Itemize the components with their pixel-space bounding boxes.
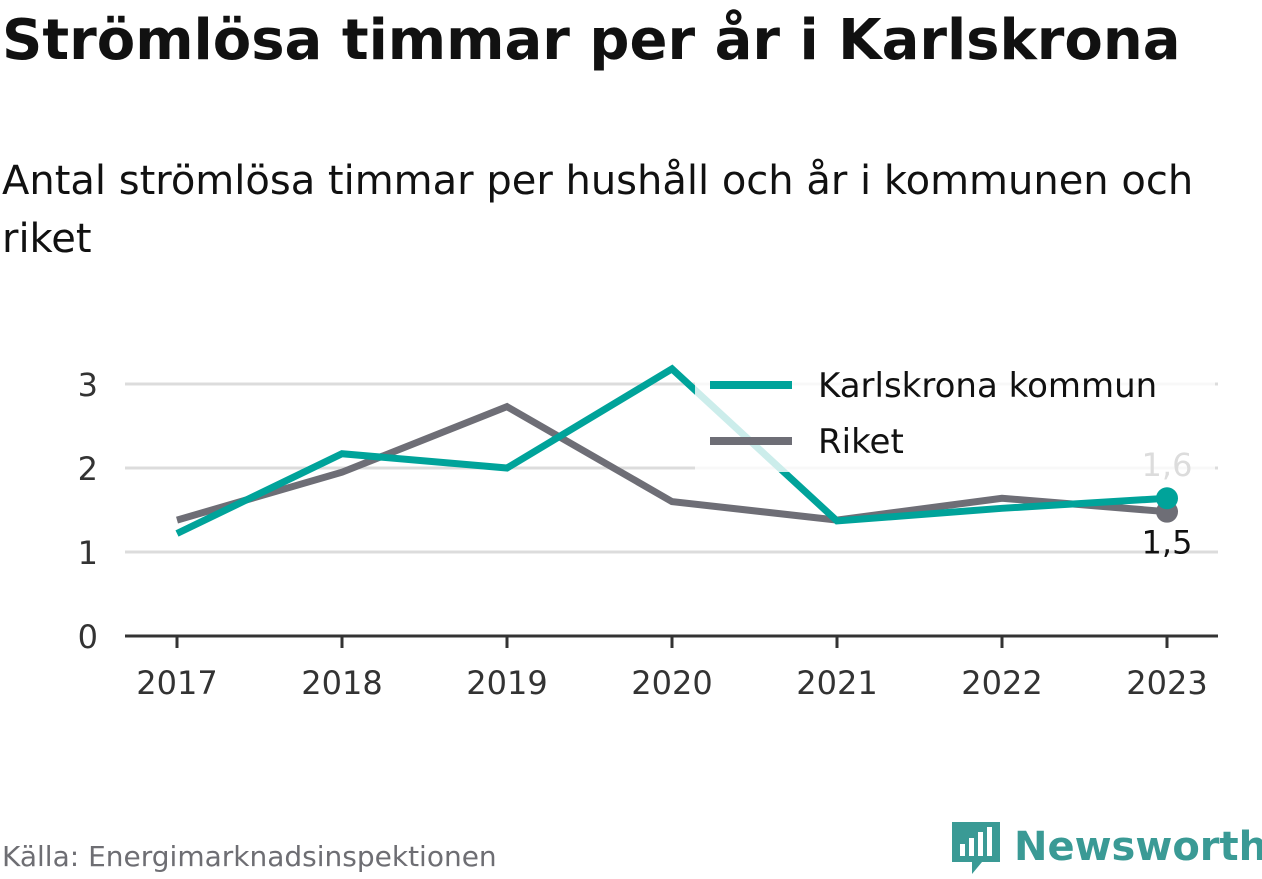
x-tick-label: 2023 bbox=[1126, 664, 1207, 702]
brand-name: Newsworthy bbox=[1014, 824, 1262, 870]
x-tick-label: 2017 bbox=[136, 664, 217, 702]
newsworthy-logo-icon bbox=[952, 822, 1000, 874]
y-tick-label: 2 bbox=[78, 450, 98, 488]
source-note: Källa: Energimarknadsinspektionen bbox=[2, 840, 497, 873]
legend-label: Karlskrona kommun bbox=[818, 366, 1157, 406]
legend-background bbox=[695, 360, 1215, 472]
end-point-karlskrona bbox=[1156, 487, 1178, 510]
series-line-karlskrona bbox=[175, 364, 1168, 537]
data-label-karlskrona: 1,6 bbox=[1142, 446, 1193, 484]
x-tick-label: 2018 bbox=[301, 664, 382, 702]
line-chart: 0 1 2 3 2017 2018 2019 2020 2021 2022 2023 Karlskro… bbox=[77, 360, 1218, 702]
x-tick-label: 2021 bbox=[796, 664, 877, 702]
x-tick-label: 2020 bbox=[631, 664, 712, 702]
y-tick-label: 3 bbox=[78, 366, 98, 404]
series-line-riket bbox=[176, 402, 1168, 524]
y-tick-label: 1 bbox=[78, 534, 98, 572]
data-label-riket: 1,5 bbox=[1142, 524, 1193, 562]
x-tick-label: 2022 bbox=[961, 664, 1042, 702]
x-tick-label: 2019 bbox=[466, 664, 547, 702]
brand-logo[interactable]: Newsworthy bbox=[950, 818, 1262, 876]
legend-label: Riket bbox=[818, 422, 904, 462]
chart-title: Strömlösa timmar per år i Karlskrona bbox=[2, 8, 1181, 73]
y-tick-label: 0 bbox=[78, 618, 98, 656]
chart-subtitle: Antal strömlösa timmar per hushåll och å… bbox=[2, 158, 1194, 262]
